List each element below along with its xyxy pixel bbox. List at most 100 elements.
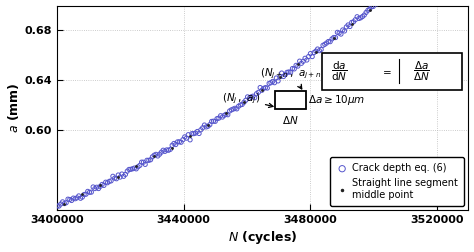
Crack depth eq. (6) (233, 107, 241, 111)
Straight line segment
middle point (204, 123, 212, 127)
Crack depth eq. (6) (123, 169, 131, 173)
X-axis label: $N$ (cycles): $N$ (cycles) (228, 229, 298, 246)
Crack depth eq. (6) (210, 119, 217, 123)
Crack depth eq. (6) (148, 155, 156, 159)
Crack depth eq. (6) (129, 167, 137, 171)
Crack depth eq. (6) (84, 189, 91, 193)
Text: $(N_j\,,\ a_j)$: $(N_j\,,\ a_j)$ (222, 91, 273, 107)
Crack depth eq. (6) (334, 30, 341, 34)
Crack depth eq. (6) (95, 186, 102, 191)
Crack depth eq. (6) (182, 136, 190, 140)
Crack depth eq. (6) (89, 185, 97, 189)
Crack depth eq. (6) (348, 20, 356, 24)
Text: $=$: $=$ (380, 66, 392, 76)
Crack depth eq. (6) (199, 126, 207, 130)
Crack depth eq. (6) (312, 49, 319, 53)
Bar (275, 91, 306, 109)
Crack depth eq. (6) (115, 173, 122, 177)
Crack depth eq. (6) (226, 109, 233, 113)
Crack depth eq. (6) (269, 79, 276, 83)
Y-axis label: $a$ (mm): $a$ (mm) (6, 83, 20, 133)
Crack depth eq. (6) (57, 202, 64, 206)
Crack depth eq. (6) (274, 79, 282, 83)
Crack depth eq. (6) (325, 40, 332, 44)
Crack depth eq. (6) (231, 106, 239, 110)
Text: $\Delta N$: $\Delta N$ (282, 114, 299, 125)
Straight line segment
middle point (330, 36, 337, 40)
Crack depth eq. (6) (305, 54, 312, 58)
Crack depth eq. (6) (59, 200, 66, 204)
Crack depth eq. (6) (219, 115, 226, 119)
Crack depth eq. (6) (359, 15, 366, 19)
Crack depth eq. (6) (327, 40, 334, 44)
Crack depth eq. (6) (88, 190, 95, 194)
Crack depth eq. (6) (91, 186, 99, 191)
Crack depth eq. (6) (79, 195, 86, 199)
Crack depth eq. (6) (122, 172, 129, 176)
Crack depth eq. (6) (278, 71, 285, 75)
Crack depth eq. (6) (371, 1, 379, 5)
Crack depth eq. (6) (350, 20, 357, 24)
FancyBboxPatch shape (322, 53, 462, 89)
Crack depth eq. (6) (332, 36, 339, 40)
Crack depth eq. (6) (229, 107, 237, 111)
Crack depth eq. (6) (280, 75, 287, 79)
Crack depth eq. (6) (256, 85, 264, 89)
Crack depth eq. (6) (134, 165, 142, 169)
Crack depth eq. (6) (188, 132, 196, 136)
Crack depth eq. (6) (341, 29, 348, 33)
Crack depth eq. (6) (357, 16, 365, 20)
Crack depth eq. (6) (330, 36, 337, 40)
Crack depth eq. (6) (377, 0, 384, 2)
Crack depth eq. (6) (291, 67, 298, 71)
Crack depth eq. (6) (242, 98, 249, 102)
Crack depth eq. (6) (265, 81, 273, 85)
Crack depth eq. (6) (366, 7, 374, 11)
Crack depth eq. (6) (344, 23, 352, 27)
Straight line segment
middle point (168, 145, 176, 149)
Straight line segment
middle point (61, 202, 68, 206)
Straight line segment
middle point (150, 154, 158, 159)
Crack depth eq. (6) (68, 199, 75, 203)
Crack depth eq. (6) (316, 49, 323, 53)
Crack depth eq. (6) (343, 25, 350, 29)
Crack depth eq. (6) (364, 8, 372, 12)
Crack depth eq. (6) (191, 131, 199, 135)
Crack depth eq. (6) (321, 42, 328, 46)
Crack depth eq. (6) (253, 92, 260, 96)
Crack depth eq. (6) (352, 18, 359, 22)
Crack depth eq. (6) (346, 24, 354, 28)
Crack depth eq. (6) (258, 88, 266, 92)
Text: $\Delta a \geq 10\mu m$: $\Delta a \geq 10\mu m$ (308, 93, 365, 107)
Crack depth eq. (6) (361, 13, 368, 17)
Crack depth eq. (6) (138, 160, 146, 164)
Straight line segment
middle point (240, 101, 248, 105)
Straight line segment
middle point (79, 192, 86, 196)
Crack depth eq. (6) (81, 193, 88, 197)
Crack depth eq. (6) (282, 73, 289, 77)
Straight line segment
middle point (366, 8, 374, 12)
Straight line segment
middle point (258, 88, 266, 92)
Crack depth eq. (6) (273, 76, 280, 80)
Crack depth eq. (6) (336, 31, 343, 35)
Crack depth eq. (6) (86, 190, 93, 194)
Crack depth eq. (6) (380, 0, 388, 1)
Crack depth eq. (6) (184, 133, 192, 137)
Crack depth eq. (6) (208, 119, 216, 123)
Crack depth eq. (6) (222, 112, 230, 116)
Text: $(N_{j+n}\,,\ a_{j+n})$: $(N_{j+n}\,,\ a_{j+n})$ (260, 67, 325, 89)
Crack depth eq. (6) (154, 154, 162, 158)
Crack depth eq. (6) (97, 184, 104, 188)
Crack depth eq. (6) (181, 135, 189, 139)
Straight line segment
middle point (348, 22, 356, 26)
Crack depth eq. (6) (82, 192, 90, 196)
Straight line segment
middle point (97, 183, 104, 187)
Crack depth eq. (6) (309, 55, 316, 59)
Crack depth eq. (6) (66, 198, 73, 202)
Straight line segment
middle point (186, 134, 194, 138)
Crack depth eq. (6) (125, 167, 133, 171)
Crack depth eq. (6) (168, 143, 176, 147)
Crack depth eq. (6) (215, 116, 223, 120)
Crack depth eq. (6) (172, 143, 180, 147)
Crack depth eq. (6) (157, 150, 165, 154)
